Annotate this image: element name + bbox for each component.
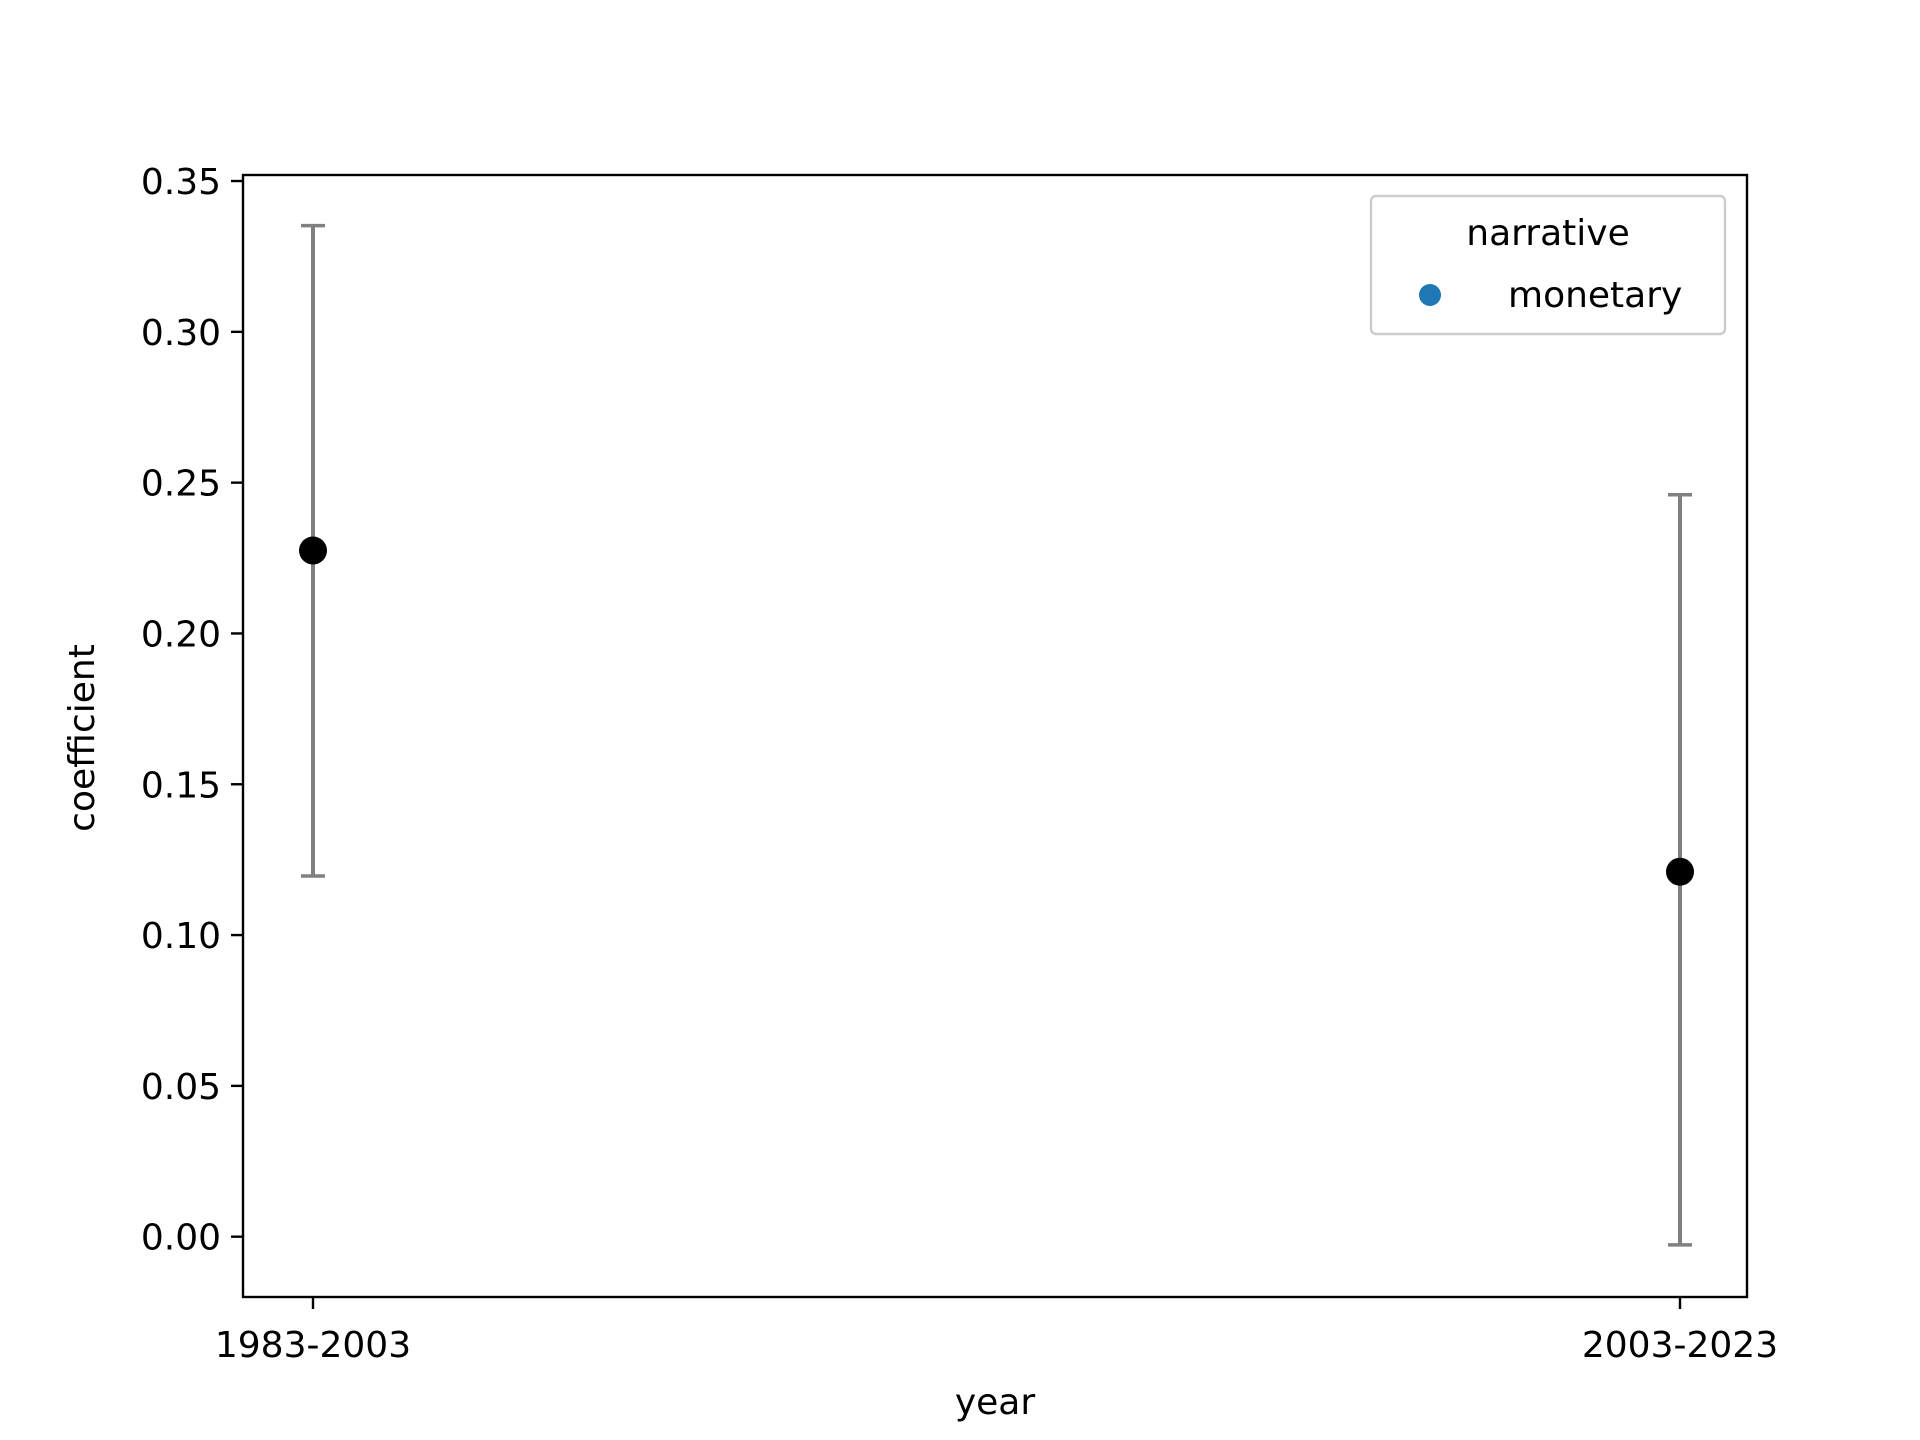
data-point bbox=[1666, 857, 1694, 886]
legend-marker-monetary bbox=[1419, 284, 1441, 306]
legend-title: narrative bbox=[1466, 213, 1629, 254]
x-axis-ticks: 1983-2003 2003-2023 bbox=[215, 1297, 1778, 1366]
y-axis-label: coefficient bbox=[62, 644, 103, 832]
y-tick-label: 0.30 bbox=[141, 313, 221, 354]
data-point bbox=[299, 536, 327, 565]
y-tick-label: 0.10 bbox=[141, 916, 221, 957]
y-tick-label: 0.00 bbox=[141, 1218, 221, 1259]
legend-label-monetary: monetary bbox=[1508, 275, 1682, 316]
x-axis-label: year bbox=[955, 1382, 1036, 1423]
x-tick-label: 2003-2023 bbox=[1582, 1325, 1778, 1366]
y-tick-label: 0.35 bbox=[141, 162, 221, 203]
plot-frame bbox=[241, 173, 1749, 1299]
x-tick-label: 1983-2003 bbox=[215, 1325, 411, 1366]
legend-box bbox=[1369, 194, 1727, 336]
data-points bbox=[299, 536, 1694, 886]
y-tick-label: 0.20 bbox=[141, 614, 221, 655]
y-tick-label: 0.15 bbox=[141, 765, 221, 806]
y-axis-ticks: 0.00 0.05 0.10 0.15 0.20 0.25 0.30 0.35 bbox=[141, 162, 243, 1259]
legend: narrative monetary bbox=[1369, 194, 1727, 336]
y-tick-label: 0.25 bbox=[141, 464, 221, 505]
y-tick-label: 0.05 bbox=[141, 1067, 221, 1108]
